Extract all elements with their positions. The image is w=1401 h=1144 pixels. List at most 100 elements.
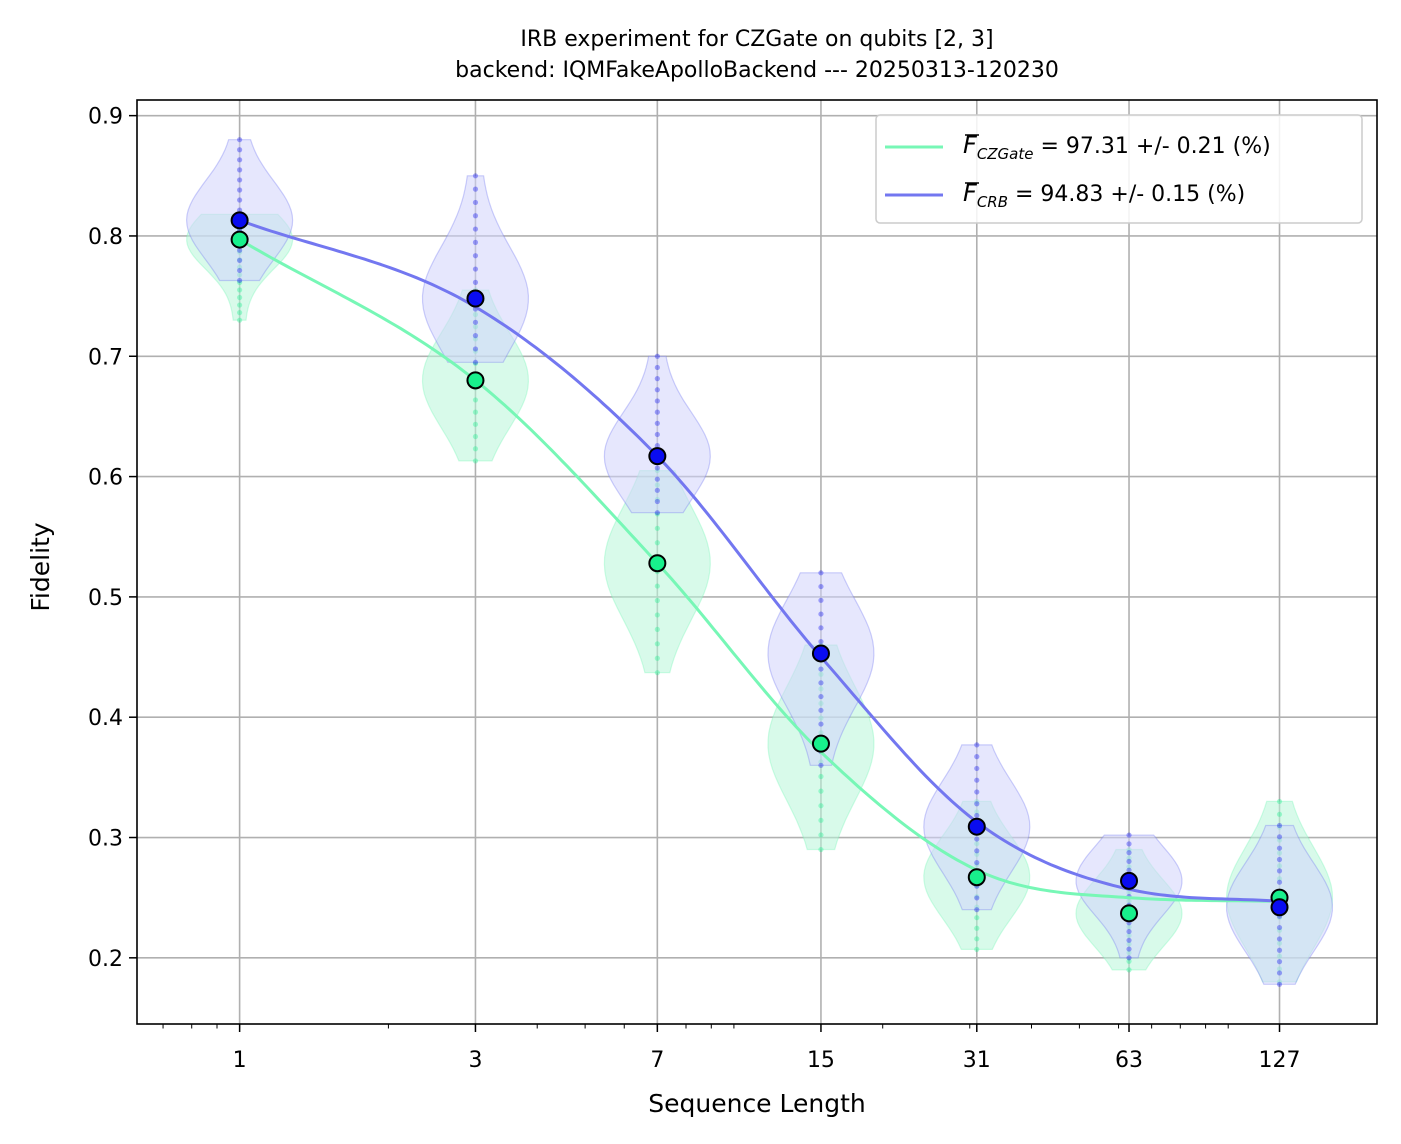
mean-marker-czgate <box>466 371 485 390</box>
sample-point-crb <box>237 187 243 193</box>
legend-value-czgate: = 97.31 +/- 0.21 (%) <box>1034 134 1271 159</box>
mean-marker-crb <box>1270 898 1289 917</box>
sample-point-crb <box>237 247 243 253</box>
fit-line-crb <box>239 218 1280 903</box>
sample-point-crb <box>654 420 660 426</box>
sample-point-crb <box>974 742 980 748</box>
sample-point-czgate <box>654 583 660 589</box>
mean-marker-crb <box>811 644 830 663</box>
sample-point-crb <box>1276 879 1283 885</box>
sample-point-crb <box>818 570 824 576</box>
sample-point-czgate <box>974 925 980 931</box>
x-tick-label: 15 <box>807 1048 835 1073</box>
mean-marker-czgate <box>230 230 249 249</box>
sample-point-crb <box>1126 928 1132 935</box>
sample-point-crb <box>472 266 479 272</box>
sample-point-crb <box>237 157 243 163</box>
sample-point-czgate <box>974 946 980 953</box>
violin-crb <box>603 355 711 514</box>
sample-point-czgate <box>974 936 980 942</box>
mean-marker-crb <box>648 447 667 466</box>
sample-point-crb <box>974 801 980 807</box>
sample-point-crb <box>472 253 479 259</box>
sample-point-crb <box>1276 947 1283 953</box>
sample-point-crb <box>818 721 824 727</box>
sample-point-czgate <box>974 915 980 921</box>
x-tick-label: 7 <box>650 1048 664 1073</box>
sample-point-crb <box>654 409 660 415</box>
sample-point-crb <box>974 907 980 913</box>
plot-frame <box>136 99 1378 1025</box>
sample-point-crb <box>472 333 479 339</box>
sample-point-crb <box>1276 981 1283 987</box>
sample-point-crb <box>654 465 660 471</box>
sample-point-czgate <box>472 458 479 464</box>
sample-point-crb <box>1276 845 1283 851</box>
y-tick-label: 0.3 <box>88 827 123 852</box>
sample-point-crb <box>1126 867 1132 873</box>
sample-point-crb <box>654 443 660 449</box>
sample-point-crb <box>1276 868 1283 874</box>
sample-point-czgate <box>237 287 243 293</box>
y-tick-label: 0.4 <box>88 706 123 731</box>
sample-point-crb <box>818 666 824 672</box>
violin-crb <box>185 139 294 282</box>
sample-point-crb <box>237 267 243 274</box>
sample-point-crb <box>472 239 479 245</box>
mean-marker-crb <box>466 289 485 308</box>
mean-marker-crb <box>1120 871 1139 890</box>
sample-point-crb <box>654 431 660 438</box>
sample-point-crb <box>654 476 660 482</box>
sample-point-czgate <box>1276 811 1283 817</box>
sample-point-crb <box>1276 822 1283 829</box>
sample-point-czgate <box>1126 958 1132 964</box>
mean-marker-layer <box>230 211 1289 923</box>
sample-point-crb <box>654 376 660 382</box>
legend-subscript-czgate: CZGate <box>977 145 1034 163</box>
sample-point-crb <box>237 147 243 153</box>
sample-point-czgate <box>237 317 243 323</box>
sample-point-crb <box>472 346 479 352</box>
sample-point-crb <box>818 693 824 700</box>
sample-point-crb <box>237 197 243 203</box>
legend-text-czgate: FCZGate = 97.31 +/- 0.21 (%) <box>963 131 1271 163</box>
sample-point-czgate <box>818 817 824 823</box>
sample-point-crb <box>818 707 824 713</box>
sample-point-crb <box>654 510 660 516</box>
sample-point-crb <box>654 487 660 493</box>
sample-point-crb <box>818 625 824 631</box>
sample-point-crb <box>818 611 824 617</box>
violin-crb <box>421 175 530 363</box>
grid-layer <box>137 100 1377 1024</box>
sample-point-crb <box>654 398 660 404</box>
mean-marker-czgate <box>967 868 986 887</box>
sample-point-czgate <box>818 788 824 794</box>
x-axis-label: Sequence Length <box>648 1089 866 1118</box>
sample-point-crb <box>974 848 980 854</box>
mean-marker-crb <box>230 211 249 230</box>
sample-point-czgate <box>654 641 660 647</box>
x-tick-label: 63 <box>1115 1048 1143 1073</box>
sample-point-czgate <box>237 279 243 285</box>
sample-point-czgate <box>818 846 824 853</box>
sample-point-crb <box>818 762 824 768</box>
sample-point-crb <box>1126 937 1132 943</box>
legend-subscript-crb: CRB <box>977 193 1008 211</box>
legend-entry-czgate: FCZGate = 97.31 +/- 0.21 (%) <box>885 131 1271 163</box>
sample-point-crb <box>472 226 479 232</box>
sample-point-crb <box>974 860 980 866</box>
y-tick-label: 0.6 <box>88 466 123 491</box>
sample-point-crb <box>1126 832 1132 838</box>
y-tick-label: 0.2 <box>88 947 123 972</box>
sample-point-crb <box>1126 858 1132 865</box>
sample-point-crb <box>472 359 479 365</box>
sample-point-crb <box>974 789 980 795</box>
sample-point-crb <box>1276 856 1283 863</box>
fit-line-czgate <box>238 238 1280 903</box>
mean-marker-czgate <box>811 734 830 753</box>
sample-point-crb <box>818 597 824 603</box>
x-tick-label: 31 <box>963 1048 991 1073</box>
sample-point-crb <box>654 498 660 505</box>
sample-point-crb <box>818 680 824 686</box>
